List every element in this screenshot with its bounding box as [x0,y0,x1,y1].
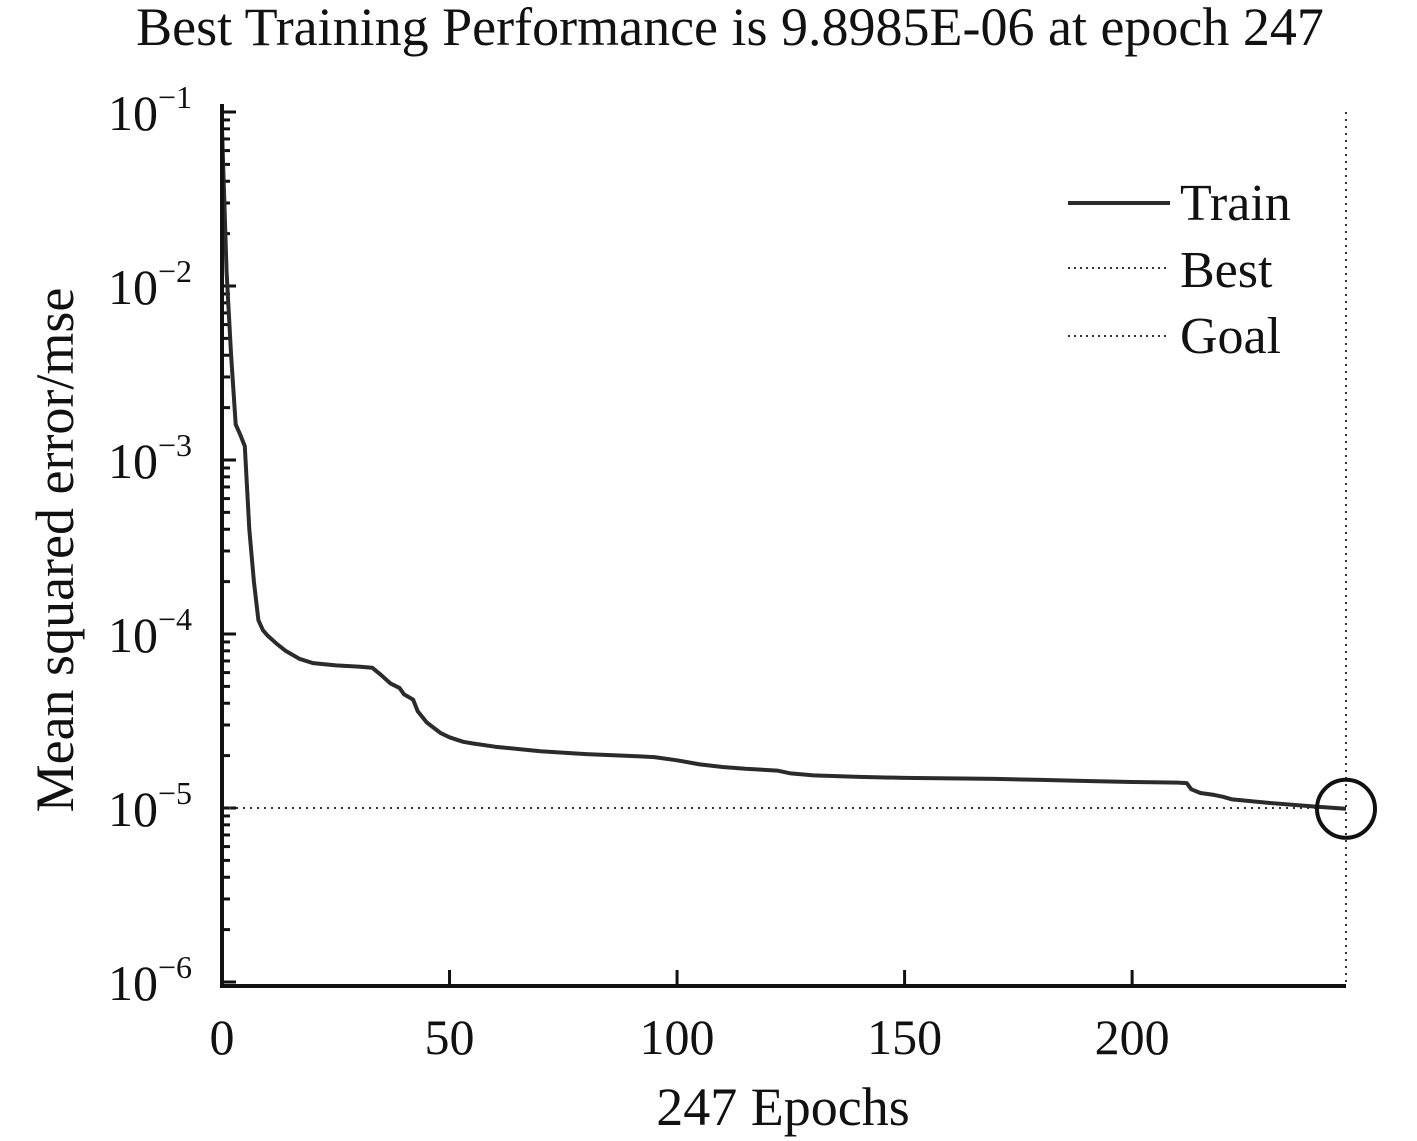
y-ticks: 10−110−210−310−410−510−6 [108,79,236,1011]
y-tick-base: 10 [108,781,158,837]
train-series-line [220,128,1347,811]
legend-train-label: Train [1180,175,1291,232]
x-tick-label: 100 [640,1009,715,1065]
y-tick-base: 10 [108,259,158,315]
y-tick-base: 10 [108,433,158,489]
y-tick-exponent: −5 [158,775,192,811]
y-tick-exponent: −4 [158,601,192,637]
x-tick-label: 150 [867,1009,942,1065]
plot-area: 0 50 100 150 200 10−110−210−310−410−510−6 [108,79,1377,1065]
y-tick-base: 10 [108,607,158,663]
y-tick-base: 10 [108,955,158,1011]
y-tick-label: 10−4 [108,601,192,663]
y-tick-exponent: −3 [158,427,192,463]
y-tick-label: 10−2 [108,253,192,315]
y-tick-exponent: −2 [158,253,192,289]
legend-goal-label: Goal [1180,308,1281,365]
x-tick-label: 0 [210,1009,235,1065]
legend: Train Best Goal [1068,175,1291,365]
y-tick-label: 10−5 [108,775,192,837]
y-tick-label: 10−1 [108,79,192,141]
y-tick-label: 10−6 [108,949,192,1011]
y-axis-label: Mean squared error/mse [25,288,85,813]
x-ticks: 0 50 100 150 200 [210,970,1170,1065]
best-point-marker [1315,777,1377,840]
chart-title: Best Training Performance is 9.8985E-06 … [136,0,1324,57]
y-tick-label: 10−3 [108,427,192,489]
y-tick-base: 10 [108,85,158,141]
y-tick-exponent: −1 [158,79,192,115]
x-tick-label: 50 [425,1009,475,1065]
legend-best-label: Best [1180,242,1273,299]
x-axis-label: 247 Epochs [656,1077,909,1137]
y-tick-exponent: −6 [158,949,192,985]
x-tick-label: 200 [1095,1009,1170,1065]
